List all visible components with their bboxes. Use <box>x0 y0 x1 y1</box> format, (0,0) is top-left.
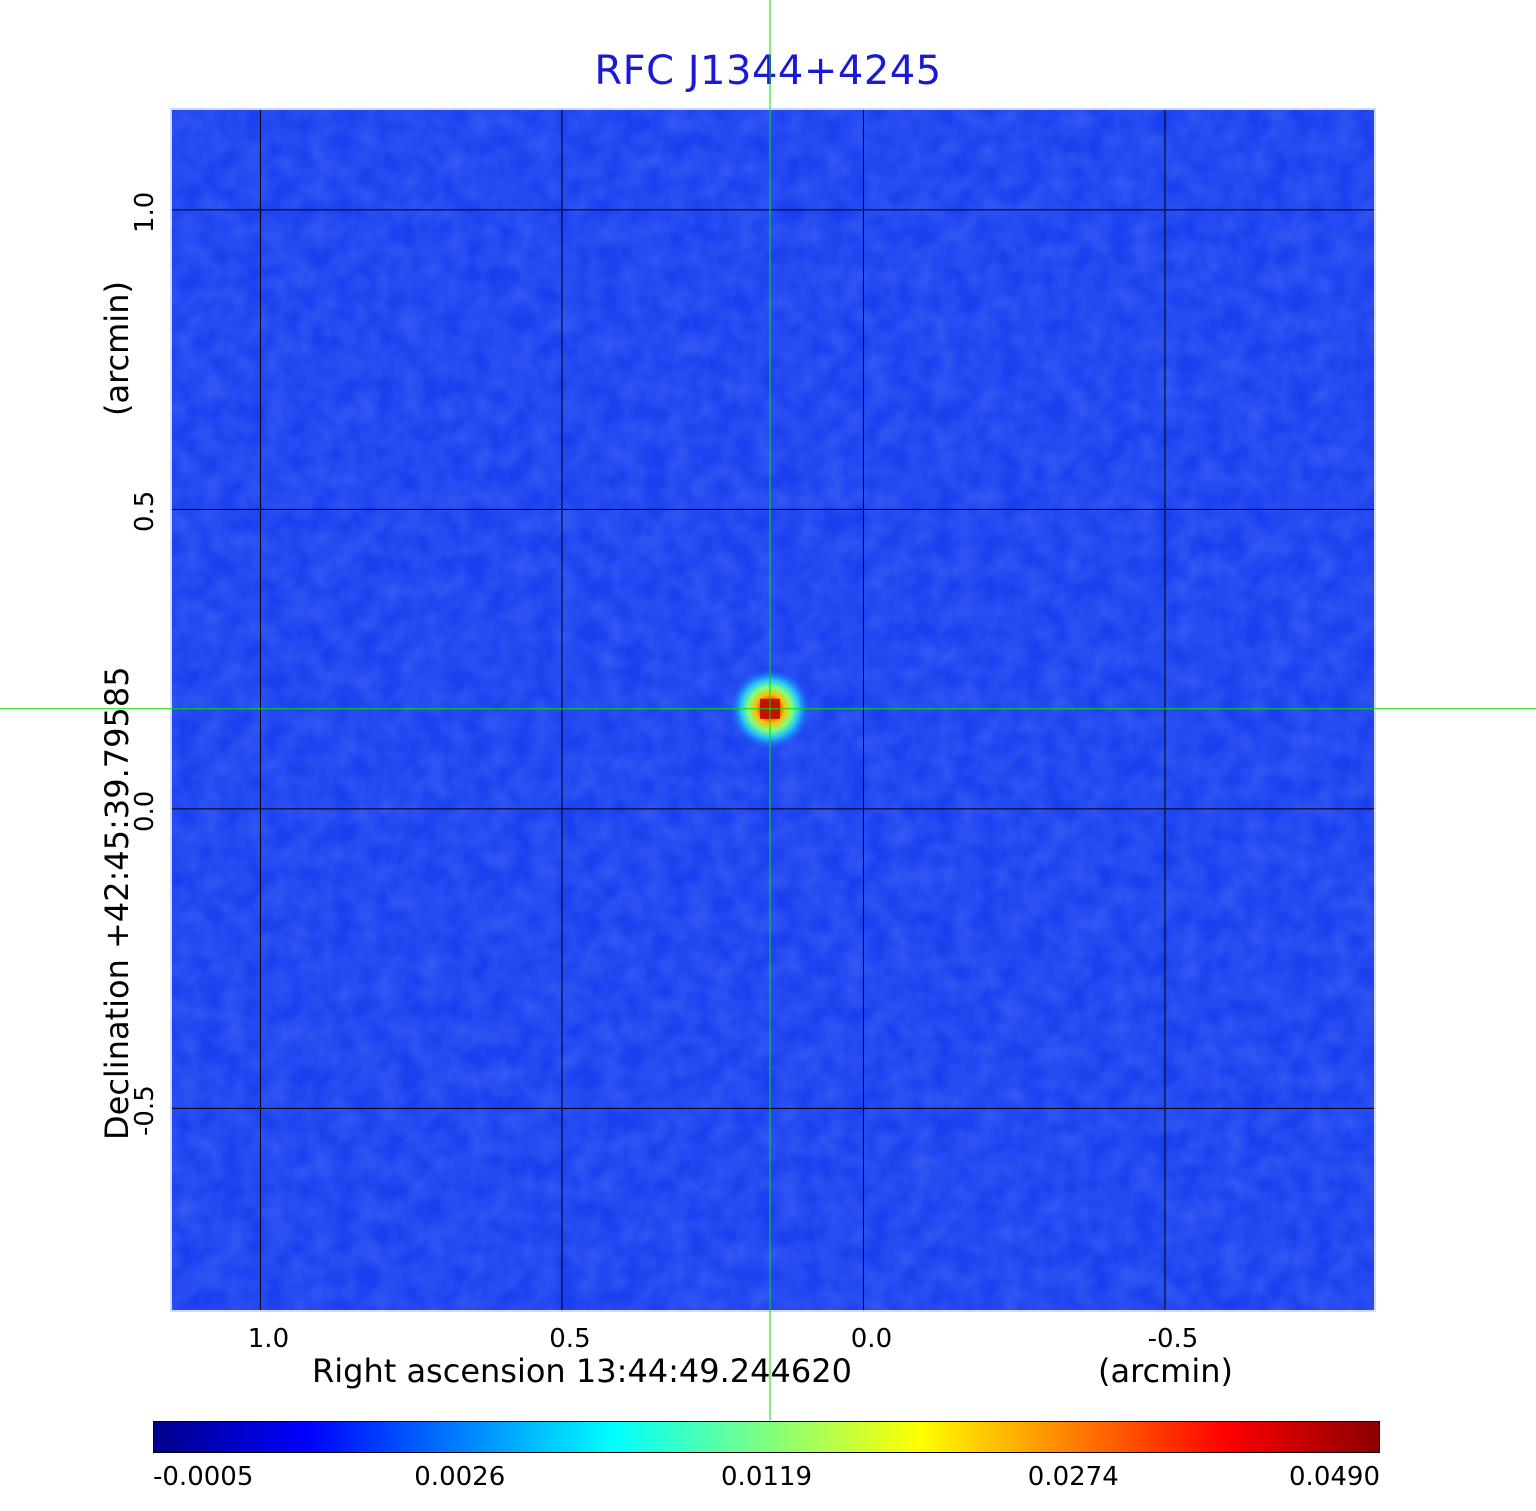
y-tick-label: 0.5 <box>130 490 160 532</box>
colorbar <box>153 1421 1380 1453</box>
y-axis-label: Declination +42:45:39.79585 <box>98 666 136 1140</box>
x-tick-label: 0.5 <box>549 1324 591 1354</box>
x-tick-label: 1.0 <box>247 1324 290 1354</box>
chart-title: RFC J1344+4245 <box>594 48 942 94</box>
x-axis-unit: (arcmin) <box>1098 1352 1233 1390</box>
colorbar-tick-label: -0.0005 <box>153 1462 254 1492</box>
colorbar-tick-label: 0.0274 <box>1027 1462 1119 1492</box>
plot-frame <box>170 108 1376 1312</box>
x-tick-label: 0.0 <box>850 1324 893 1354</box>
y-tick-label: 1.0 <box>130 191 160 233</box>
colorbar-tick-label: 0.0490 <box>1289 1462 1380 1492</box>
colorbar-tick-label: 0.0026 <box>414 1462 506 1492</box>
x-axis-label: Right ascension 13:44:49.244620 <box>312 1352 852 1390</box>
heatmap-plot <box>0 0 1536 1420</box>
colorbar-tick-label: 0.0119 <box>721 1462 812 1492</box>
x-tick-label: -0.5 <box>1147 1324 1199 1354</box>
y-axis-unit: (arcmin) <box>98 281 136 416</box>
